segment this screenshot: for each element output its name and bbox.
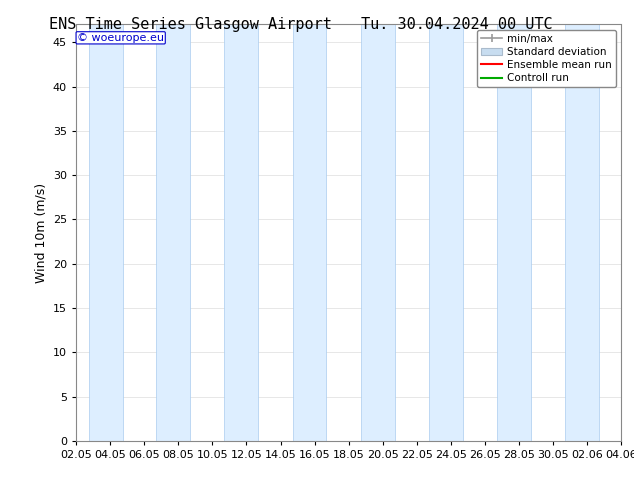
- Bar: [429, 24, 463, 441]
- Bar: [156, 24, 190, 441]
- Legend: min/max, Standard deviation, Ensemble mean run, Controll run: min/max, Standard deviation, Ensemble me…: [477, 30, 616, 87]
- Bar: [89, 24, 123, 441]
- Bar: [565, 24, 599, 441]
- Text: Tu. 30.04.2024 00 UTC: Tu. 30.04.2024 00 UTC: [361, 17, 552, 32]
- Text: ENS Time Series Glasgow Airport: ENS Time Series Glasgow Airport: [49, 17, 332, 32]
- Bar: [292, 24, 327, 441]
- Y-axis label: Wind 10m (m/s): Wind 10m (m/s): [34, 183, 48, 283]
- Bar: [224, 24, 258, 441]
- Text: © woeurope.eu: © woeurope.eu: [77, 33, 164, 43]
- Bar: [361, 24, 394, 441]
- Bar: [497, 24, 531, 441]
